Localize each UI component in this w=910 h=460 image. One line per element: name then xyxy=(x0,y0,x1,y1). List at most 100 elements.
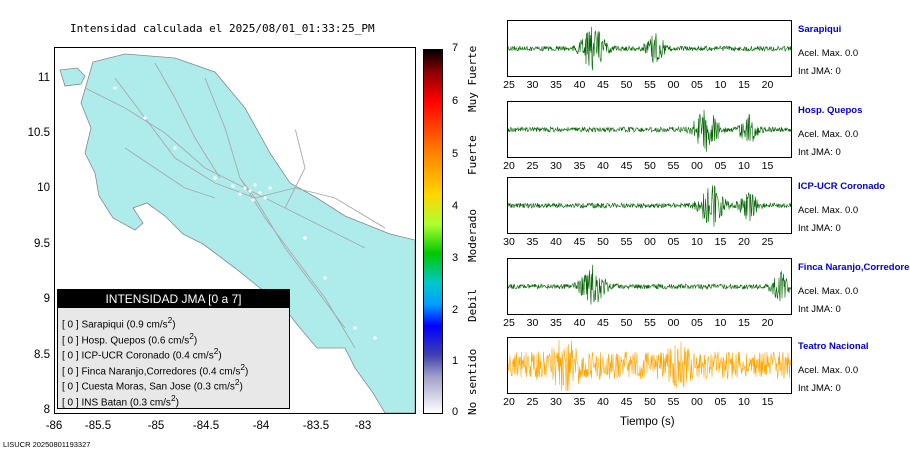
y-tick: 11 xyxy=(38,72,50,84)
time-tick: 50 xyxy=(644,160,656,172)
time-tick: 20 xyxy=(738,236,750,248)
time-tick: 15 xyxy=(761,160,774,172)
legend-item: [ 0 ] Sarapiqui (0.9 cm/s2) xyxy=(62,315,176,331)
legend-title: INTENSIDAD JMA [0 a 7] xyxy=(58,290,289,308)
waveform-plot xyxy=(507,339,792,392)
time-tick: 20 xyxy=(761,317,774,329)
station-intensity: Int JMA: 0 xyxy=(798,304,841,315)
time-tick: 40 xyxy=(573,79,586,91)
time-tick: 55 xyxy=(644,79,656,91)
time-tick: 15 xyxy=(714,236,727,248)
waveform-trace xyxy=(507,185,792,227)
time-tick: 05 xyxy=(714,396,727,408)
station-acceleration: Acel. Max. 0.0 xyxy=(798,205,859,216)
y-tick: 8.5 xyxy=(34,349,50,361)
time-tick: 35 xyxy=(573,160,586,172)
time-axis-label: Tiempo (s) xyxy=(620,416,675,428)
colorbar-tick: 1 xyxy=(452,355,459,367)
time-tick: 40 xyxy=(550,236,562,248)
colorbar-tick: 3 xyxy=(452,252,459,264)
waveform-trace xyxy=(507,264,792,305)
time-tick: 40 xyxy=(597,160,609,172)
time-tick: 25 xyxy=(526,396,539,408)
station-acceleration: Acel. Max. 0.0 xyxy=(798,48,859,59)
waveform-trace xyxy=(507,26,792,71)
time-tick: 10 xyxy=(691,236,703,248)
time-tick: 55 xyxy=(644,317,656,329)
land-area xyxy=(59,53,415,413)
time-tick: 50 xyxy=(620,79,633,91)
road-network xyxy=(84,62,386,349)
time-tick: 25 xyxy=(503,79,515,91)
waveform-plot xyxy=(507,185,792,227)
waveform-time-ticks: 30 35 40 45 50 55 00 05 10 15 20 25 xyxy=(503,236,790,248)
map-title: Intensidad calculada el 2025/08/01_01:33… xyxy=(70,22,375,35)
colorbar-tick: 2 xyxy=(452,304,459,316)
waveform-plot xyxy=(507,264,792,305)
time-tick: 25 xyxy=(761,236,774,248)
y-tick: 9.5 xyxy=(34,238,50,250)
station-intensity: Int JMA: 0 xyxy=(798,66,841,77)
time-tick: 55 xyxy=(620,236,633,248)
time-tick: 10 xyxy=(714,317,727,329)
time-tick: 10 xyxy=(738,396,750,408)
waveform-panel xyxy=(507,101,792,158)
colorbar-label: Moderado xyxy=(466,209,479,262)
time-tick: 00 xyxy=(691,396,703,408)
y-tick: 10.5 xyxy=(27,127,50,139)
time-tick: 30 xyxy=(526,317,539,329)
time-tick: 45 xyxy=(620,160,633,172)
colorbar-label: No sentido xyxy=(466,348,479,415)
time-tick: 25 xyxy=(503,317,515,329)
intensity-legend: INTENSIDAD JMA [0 a 7] [ 0 ] Sarapiqui (… xyxy=(57,289,290,409)
time-tick: 55 xyxy=(667,396,680,408)
station-name: Finca Naranjo,Corredores xyxy=(798,262,910,273)
station-name: ICP-UCR Coronado xyxy=(798,181,886,192)
colorbar-label: Muy Fuerte xyxy=(466,45,479,112)
time-tick: 45 xyxy=(597,317,609,329)
colorbar-tick: 6 xyxy=(452,95,459,107)
waveform-panel xyxy=(507,177,792,234)
time-tick: 00 xyxy=(691,160,703,172)
time-tick: 45 xyxy=(573,236,586,248)
time-tick: 10 xyxy=(714,79,727,91)
station-intensity: Int JMA: 0 xyxy=(798,383,841,394)
waveform-time-ticks: 20 25 30 35 40 45 50 55 00 05 10 15 xyxy=(503,396,790,408)
time-tick: 25 xyxy=(526,160,539,172)
colorbar-tick: 5 xyxy=(452,148,459,160)
station-acceleration: Acel. Max. 0.0 xyxy=(798,129,859,140)
waveform-panel xyxy=(507,337,792,394)
waveform-panel xyxy=(507,258,792,315)
station-acceleration: Acel. Max. 0.0 xyxy=(798,286,859,297)
time-tick: 35 xyxy=(550,317,562,329)
colorbar-tick: 4 xyxy=(452,200,459,212)
time-tick: 40 xyxy=(597,396,609,408)
time-tick: 05 xyxy=(691,79,703,91)
time-tick: 00 xyxy=(667,79,680,91)
time-tick: 15 xyxy=(761,396,774,408)
legend-item: [ 0 ] Hosp. Quepos (0.6 cm/s2) xyxy=(62,330,198,346)
time-tick: 20 xyxy=(503,396,515,408)
time-tick: 05 xyxy=(714,160,727,172)
time-tick: 35 xyxy=(573,396,586,408)
station-name: Sarapiqui xyxy=(798,24,842,35)
station-intensity: Int JMA: 0 xyxy=(798,147,841,158)
x-tick: -85.5 xyxy=(84,420,112,432)
legend-item: [ 0 ] Cuesta Moras, San Jose (0.3 cm/s2) xyxy=(62,377,243,393)
intensity-colorbar xyxy=(423,49,443,414)
waveform-panel xyxy=(507,20,792,77)
time-tick: 30 xyxy=(550,396,562,408)
y-tick: 8 xyxy=(43,404,50,416)
time-tick: 00 xyxy=(667,317,680,329)
colorbar-label: Debil xyxy=(466,288,479,322)
legend-item: [ 0 ] ICP-UCR Coronado (0.4 cm/s2) xyxy=(62,346,222,362)
colorbar-tick: 0 xyxy=(452,406,459,418)
station-intensity: Int JMA: 0 xyxy=(798,223,841,234)
time-tick: 35 xyxy=(550,79,562,91)
y-tick: 9 xyxy=(43,293,50,305)
time-tick: 50 xyxy=(597,236,609,248)
station-points xyxy=(113,86,377,340)
legend-item: [ 0 ] INS Batan (0.3 cm/s2) xyxy=(62,392,179,408)
time-tick: 30 xyxy=(526,79,539,91)
x-tick: -83.5 xyxy=(302,420,330,432)
